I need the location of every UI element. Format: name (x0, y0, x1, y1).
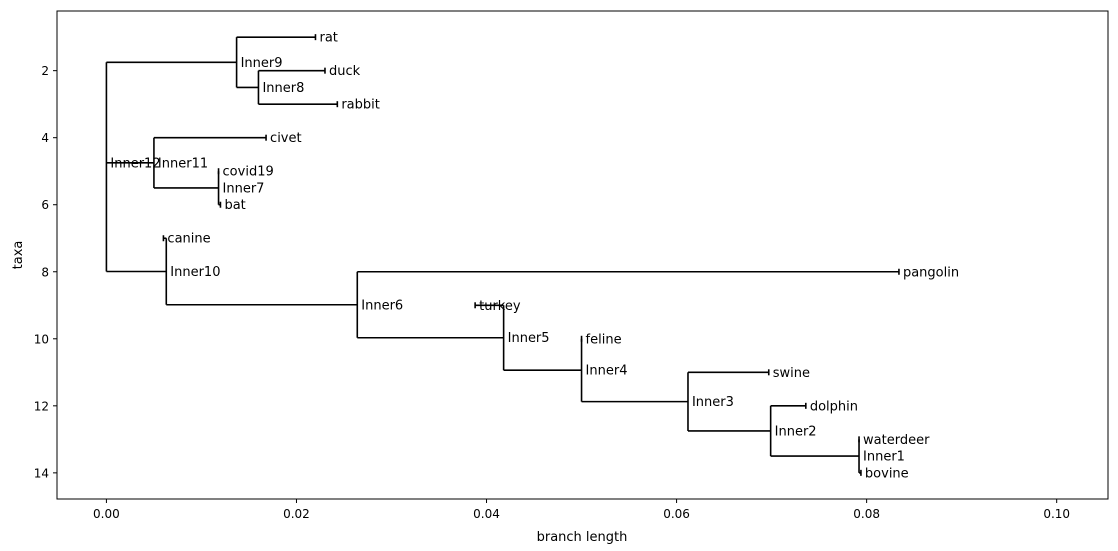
node-label-rat: rat (319, 31, 337, 46)
x-axis-ticks: 0.00 0.02 0.04 0.06 0.08 0.10 (93, 499, 1070, 521)
node-label-rabbit: rabbit (341, 98, 380, 113)
node-label-pangolin: pangolin (903, 265, 959, 280)
y-tick-label: 4 (41, 131, 49, 145)
node-label-Inner11: Inner11 (158, 156, 208, 171)
y-tick-label: 10 (34, 332, 49, 346)
y-axis-ticks: 2 4 6 8 10 12 14 (34, 64, 57, 480)
node-label-Inner4: Inner4 (586, 364, 628, 379)
node-label-civet: civet (270, 131, 302, 146)
y-tick-label: 14 (34, 466, 49, 480)
x-tick-label: 0.04 (473, 507, 500, 521)
node-label-Inner12: Inner12 (110, 156, 160, 171)
y-axis-label: taxa (11, 241, 26, 270)
x-axis-label: branch length (537, 530, 628, 545)
x-tick-label: 0.02 (283, 507, 310, 521)
node-label-Inner1: Inner1 (863, 450, 905, 465)
x-tick-label: 0.08 (853, 507, 880, 521)
node-label-turkey: turkey (479, 299, 521, 314)
node-label-bat: bat (224, 198, 245, 213)
y-tick-label: 6 (41, 198, 49, 212)
node-label-Inner2: Inner2 (775, 424, 817, 439)
node-label-canine: canine (167, 232, 210, 247)
node-label-duck: duck (329, 64, 361, 79)
plot-frame (56, 10, 1109, 500)
node-label-Inner9: Inner9 (241, 56, 283, 71)
node-label-dolphin: dolphin (810, 399, 858, 414)
node-label-Inner8: Inner8 (262, 81, 304, 96)
node-label-Inner7: Inner7 (223, 181, 265, 196)
x-tick-label: 0.00 (93, 507, 120, 521)
x-tick-label: 0.06 (663, 507, 690, 521)
node-labels: rat duck rabbit civet covid19 bat canine pangol… (110, 31, 959, 482)
node-label-Inner5: Inner5 (508, 331, 550, 346)
node-label-Inner3: Inner3 (692, 395, 734, 410)
node-label-Inner10: Inner10 (170, 265, 220, 280)
y-tick-label: 2 (41, 64, 49, 78)
y-tick-label: 8 (41, 265, 49, 279)
node-label-bovine: bovine (865, 466, 909, 481)
y-tick-label: 12 (34, 399, 49, 413)
tree-branches (105, 34, 900, 476)
node-label-feline: feline (586, 332, 622, 347)
x-tick-label: 0.10 (1043, 507, 1070, 521)
node-label-Inner6: Inner6 (361, 298, 403, 313)
node-label-covid19: covid19 (223, 165, 274, 180)
node-label-swine: swine (773, 366, 810, 381)
node-label-waterdeer: waterdeer (863, 433, 930, 448)
